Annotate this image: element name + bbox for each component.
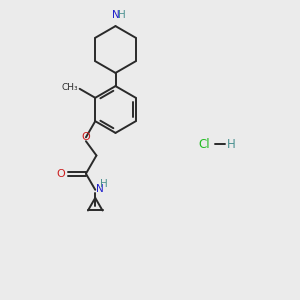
Text: CH₃: CH₃: [61, 83, 78, 92]
Text: H: H: [118, 10, 126, 20]
Text: O: O: [57, 169, 65, 179]
Text: H: H: [226, 137, 236, 151]
Text: O: O: [82, 132, 90, 142]
Text: Cl: Cl: [198, 137, 210, 151]
Text: N: N: [96, 184, 104, 194]
Text: N: N: [112, 10, 119, 20]
Text: H: H: [100, 179, 107, 189]
